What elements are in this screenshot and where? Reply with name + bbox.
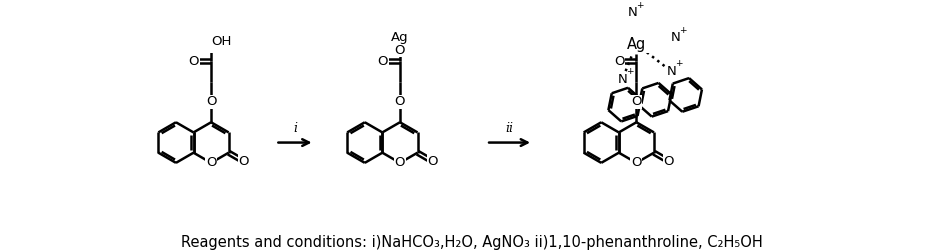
Text: N: N	[616, 73, 627, 86]
Text: N: N	[666, 65, 676, 78]
Text: i: i	[293, 122, 296, 135]
Text: O: O	[395, 156, 405, 169]
Text: OH: OH	[211, 35, 231, 48]
Text: +: +	[675, 59, 683, 68]
Text: O: O	[614, 55, 624, 68]
Text: +: +	[626, 67, 633, 76]
Text: ii: ii	[505, 122, 513, 135]
Text: O: O	[377, 55, 388, 68]
Text: +: +	[635, 1, 643, 10]
Text: O: O	[206, 156, 216, 169]
Text: O: O	[395, 96, 405, 108]
Text: N: N	[670, 32, 680, 44]
Text: O: O	[189, 55, 199, 68]
Text: N: N	[627, 7, 636, 19]
Text: Reagents and conditions: i)NaHCO₃,H₂O, AgNO₃ ii)1,10-phenanthroline, C₂H₅OH: Reagents and conditions: i)NaHCO₃,H₂O, A…	[181, 235, 762, 250]
Text: O: O	[238, 155, 248, 168]
Text: +: +	[679, 26, 686, 35]
Text: O: O	[395, 44, 405, 57]
Text: O: O	[427, 155, 437, 168]
Text: O: O	[631, 96, 641, 108]
Text: O: O	[206, 96, 216, 108]
Text: O: O	[663, 155, 673, 168]
Text: Ag: Ag	[626, 37, 646, 52]
Text: O: O	[631, 156, 641, 169]
Text: Ag: Ag	[391, 30, 409, 44]
